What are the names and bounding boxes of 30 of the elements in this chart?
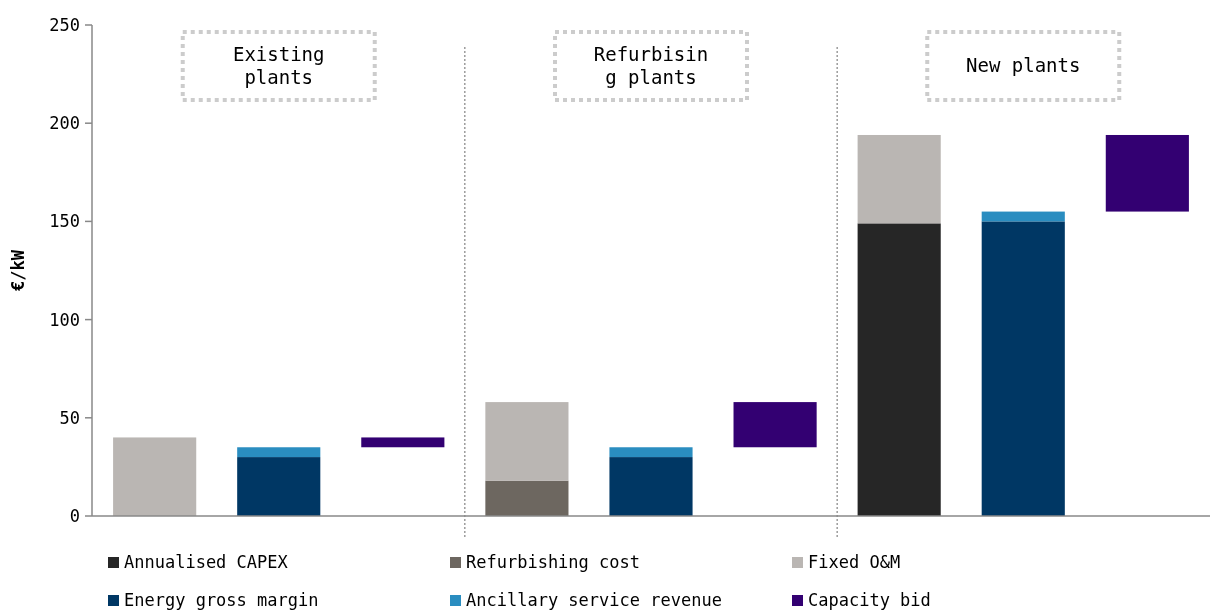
bar bbox=[857, 134, 941, 224]
bar bbox=[733, 402, 817, 448]
bar bbox=[485, 402, 569, 481]
y-tick-label: 150 bbox=[49, 211, 80, 232]
annotation: Existing plants bbox=[232, 43, 325, 88]
bar bbox=[237, 447, 321, 458]
bar bbox=[1105, 134, 1189, 212]
annotation: New plants bbox=[966, 54, 1081, 76]
legend-label: Capacity bid bbox=[808, 590, 931, 610]
bar bbox=[609, 457, 693, 516]
bar bbox=[361, 437, 445, 448]
bar bbox=[485, 480, 569, 516]
y-tick-label: 200 bbox=[49, 113, 80, 134]
legend-label: Ancillary service revenue bbox=[466, 590, 722, 610]
y-axis-title: €/kW bbox=[8, 249, 28, 291]
legend-label: Refurbishing cost bbox=[466, 552, 640, 572]
bar bbox=[981, 221, 1065, 516]
legend-label: Annualised CAPEX bbox=[124, 552, 289, 572]
bar bbox=[237, 457, 321, 516]
annotation: Refurbisin g plants bbox=[593, 43, 709, 88]
bar bbox=[113, 437, 197, 516]
y-tick-label: 250 bbox=[49, 15, 80, 35]
legend-label: Energy gross margin bbox=[124, 590, 319, 610]
bar bbox=[857, 223, 941, 516]
y-tick-label: 100 bbox=[49, 309, 80, 330]
bar bbox=[981, 211, 1065, 222]
legend-label: Fixed O&M bbox=[808, 552, 901, 572]
y-tick-label: 50 bbox=[59, 407, 80, 428]
bar bbox=[609, 447, 693, 458]
y-tick-label: 0 bbox=[69, 506, 80, 526]
